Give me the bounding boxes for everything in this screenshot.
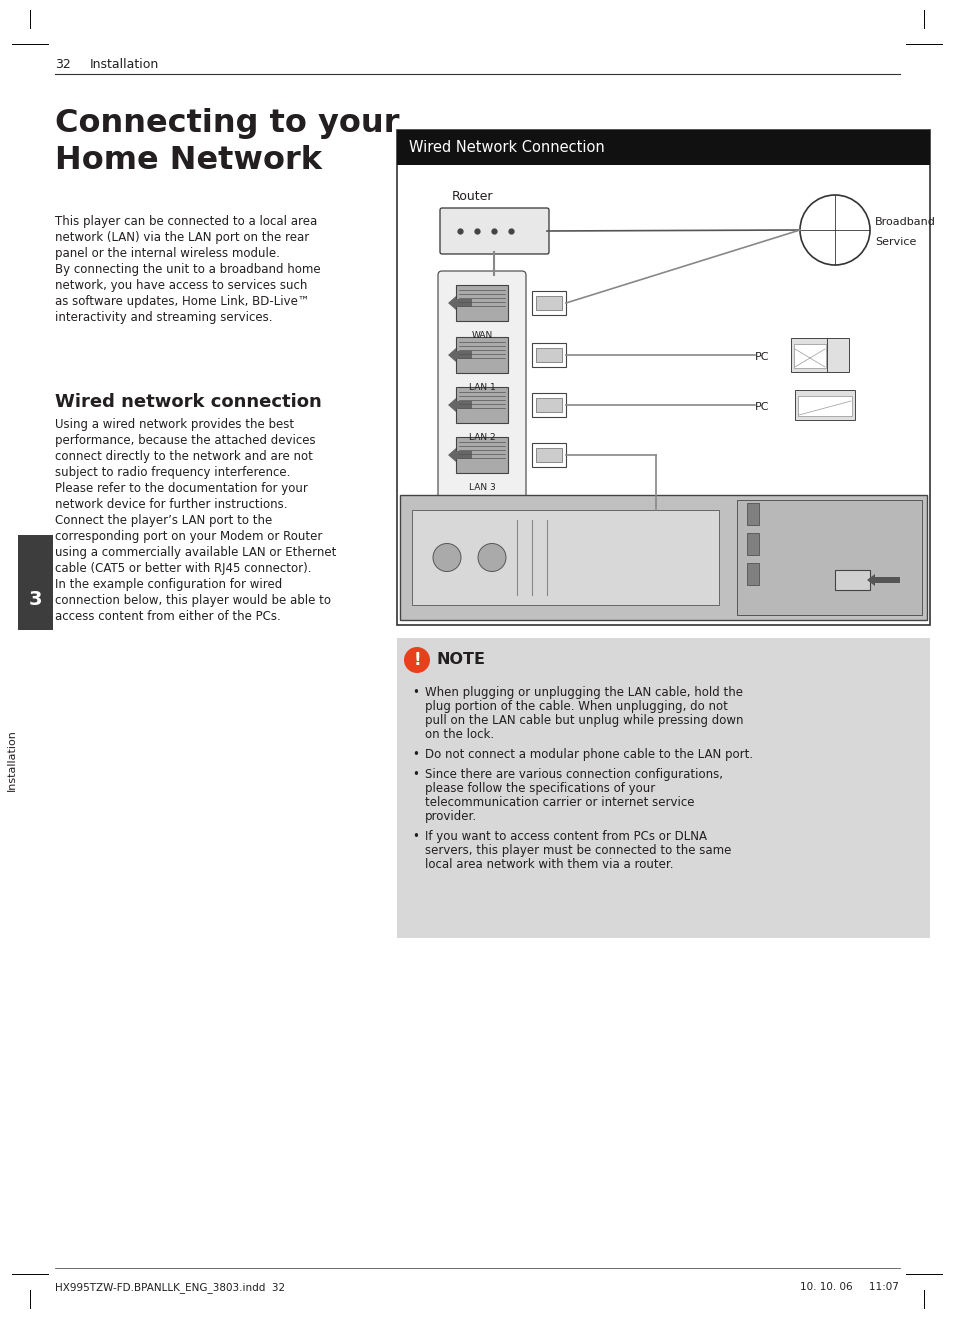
Text: interactivity and streaming services.: interactivity and streaming services.	[55, 311, 273, 324]
Bar	[536, 448, 561, 463]
Text: network, you have access to services such: network, you have access to services suc…	[55, 279, 307, 293]
Bar	[396, 638, 929, 938]
Bar	[18, 535, 53, 630]
Text: performance, because the attached devices: performance, because the attached device…	[55, 434, 315, 447]
Text: please follow the specifications of your: please follow the specifications of your	[424, 782, 655, 795]
Bar	[746, 563, 759, 585]
Bar	[399, 496, 926, 619]
Text: Installation: Installation	[90, 58, 159, 71]
Text: Installation: Installation	[7, 729, 17, 791]
Text: subject to radio frequency interference.: subject to radio frequency interference.	[55, 467, 290, 478]
Text: LAN 2: LAN 2	[468, 434, 495, 442]
Bar	[536, 297, 561, 310]
Text: Broadband: Broadband	[874, 217, 935, 227]
Text: PC: PC	[754, 402, 769, 413]
Text: LAN 3: LAN 3	[468, 482, 495, 492]
Bar	[456, 285, 507, 322]
Text: 3: 3	[29, 590, 42, 609]
Text: cable (CAT5 or better with RJ45 connector).: cable (CAT5 or better with RJ45 connecto…	[55, 561, 312, 575]
Text: NOTE: NOTE	[436, 652, 485, 667]
Text: telecommunication carrier or internet service: telecommunication carrier or internet se…	[424, 796, 694, 809]
Text: panel or the internal wireless module.: panel or the internal wireless module.	[55, 246, 279, 260]
Bar	[536, 398, 561, 413]
Text: corresponding port on your Modem or Router: corresponding port on your Modem or Rout…	[55, 530, 322, 543]
FancyArrow shape	[448, 448, 472, 463]
Text: connect directly to the network and are not: connect directly to the network and are …	[55, 449, 313, 463]
Text: network (LAN) via the LAN port on the rear: network (LAN) via the LAN port on the re…	[55, 231, 309, 244]
Text: Connecting to your: Connecting to your	[55, 108, 399, 138]
Bar	[797, 395, 851, 416]
Circle shape	[477, 543, 505, 572]
Text: Wired network connection: Wired network connection	[55, 393, 321, 411]
Text: LAN 1: LAN 1	[468, 384, 495, 391]
Text: •: •	[412, 749, 418, 760]
Bar	[746, 503, 759, 525]
Bar	[834, 569, 869, 590]
Bar	[396, 130, 929, 625]
Text: WAN: WAN	[471, 331, 492, 340]
Text: as software updates, Home Link, BD-Live™: as software updates, Home Link, BD-Live™	[55, 295, 310, 308]
Text: !: !	[413, 651, 420, 670]
Bar	[456, 337, 507, 373]
Text: •: •	[412, 685, 418, 699]
Circle shape	[433, 543, 460, 572]
Bar	[737, 500, 921, 616]
Text: When plugging or unplugging the LAN cable, hold the: When plugging or unplugging the LAN cabl…	[424, 685, 742, 699]
Text: local area network with them via a router.: local area network with them via a route…	[424, 858, 673, 871]
FancyBboxPatch shape	[439, 208, 548, 254]
Bar	[532, 443, 565, 467]
Bar	[412, 510, 719, 605]
Text: HX995TZW-FD.BPANLLK_ENG_3803.indd  32: HX995TZW-FD.BPANLLK_ENG_3803.indd 32	[55, 1282, 285, 1293]
Text: using a commercially available LAN or Ethernet: using a commercially available LAN or Et…	[55, 546, 336, 559]
Text: Please refer to the documentation for your: Please refer to the documentation for yo…	[55, 482, 308, 496]
Text: on the lock.: on the lock.	[424, 728, 494, 741]
Text: Connect the player’s LAN port to the: Connect the player’s LAN port to the	[55, 514, 272, 527]
Circle shape	[403, 647, 430, 673]
Text: connection below, this player would be able to: connection below, this player would be a…	[55, 594, 331, 608]
Text: pull on the LAN cable but unplug while pressing down: pull on the LAN cable but unplug while p…	[424, 714, 742, 728]
Bar	[793, 344, 825, 368]
Bar	[532, 343, 565, 366]
FancyArrow shape	[448, 297, 472, 310]
Bar	[396, 130, 929, 165]
Text: access content from either of the PCs.: access content from either of the PCs.	[55, 610, 280, 623]
Text: provider.: provider.	[424, 811, 476, 822]
Bar	[456, 438, 507, 473]
Text: In the example configuration for wired: In the example configuration for wired	[55, 579, 282, 590]
Text: Since there are various connection configurations,: Since there are various connection confi…	[424, 768, 722, 782]
Text: This player can be connected to a local area: This player can be connected to a local …	[55, 215, 317, 228]
Bar	[532, 291, 565, 315]
FancyArrow shape	[448, 348, 472, 362]
Bar	[532, 393, 565, 416]
Text: Home Network: Home Network	[55, 145, 322, 177]
Text: Service: Service	[874, 237, 916, 246]
Text: If you want to access content from PCs or DLNA: If you want to access content from PCs o…	[424, 830, 706, 844]
Text: 10. 10. 06     11:07: 10. 10. 06 11:07	[800, 1282, 898, 1292]
Text: servers, this player must be connected to the same: servers, this player must be connected t…	[424, 844, 731, 857]
Text: Do not connect a modular phone cable to the LAN port.: Do not connect a modular phone cable to …	[424, 749, 752, 760]
Text: Wired Network Connection: Wired Network Connection	[409, 140, 604, 156]
Text: •: •	[412, 768, 418, 782]
FancyBboxPatch shape	[437, 272, 525, 500]
Bar	[794, 390, 854, 420]
Text: network device for further instructions.: network device for further instructions.	[55, 498, 287, 511]
Bar	[826, 337, 848, 372]
Text: Router: Router	[452, 190, 493, 203]
Text: plug portion of the cable. When unplugging, do not: plug portion of the cable. When unpluggi…	[424, 700, 727, 713]
Text: Using a wired network provides the best: Using a wired network provides the best	[55, 418, 294, 431]
Text: 32: 32	[55, 58, 71, 71]
Text: PC: PC	[754, 352, 769, 362]
Text: •: •	[412, 830, 418, 844]
Bar	[536, 348, 561, 362]
Bar	[790, 337, 828, 372]
Text: By connecting the unit to a broadband home: By connecting the unit to a broadband ho…	[55, 264, 320, 275]
Bar	[746, 532, 759, 555]
FancyArrow shape	[866, 575, 899, 587]
Bar	[456, 387, 507, 423]
FancyArrow shape	[448, 398, 472, 413]
